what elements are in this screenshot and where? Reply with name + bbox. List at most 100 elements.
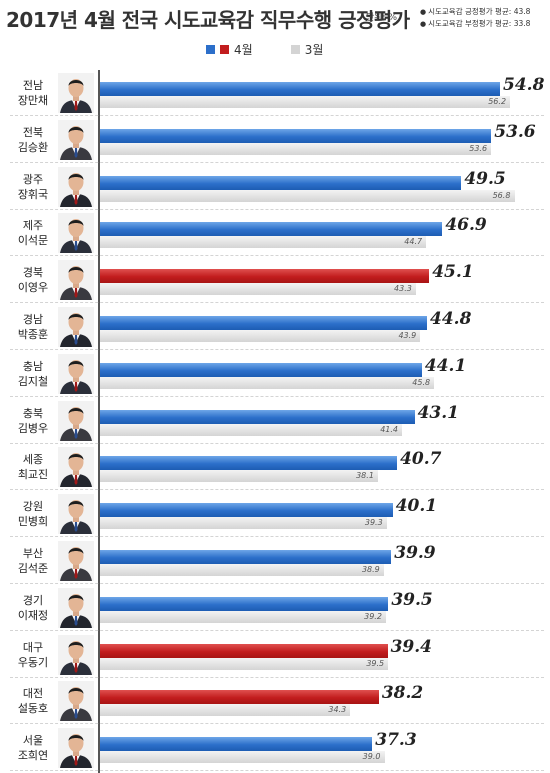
bar-march — [100, 283, 417, 296]
bar-march — [100, 96, 511, 108]
value-label-march: 43.9 — [398, 331, 417, 340]
person-name-label: 설동호 — [17, 702, 49, 716]
legend-swatch-cur — [206, 44, 215, 54]
legend-label-prev: 3월 — [304, 42, 324, 57]
bar-april — [100, 503, 393, 518]
unit-label: 단위: % — [366, 13, 398, 23]
chart-row: 대전 설동호 38.2 34.3 — [0, 678, 550, 725]
portrait-photo — [58, 400, 94, 441]
value-label-april: 37.3 — [375, 730, 417, 751]
legend-label-cur: 4월 — [234, 42, 253, 57]
value-label-april: 38.2 — [381, 683, 424, 704]
value-label-april: 46.9 — [445, 215, 487, 236]
row-divider — [10, 629, 544, 631]
avg-positive-note: ● 시도교육감 긍정평가 평균: 43.8 — [420, 6, 530, 17]
region-label: 충북 — [22, 406, 44, 420]
value-label-march: 56.2 — [488, 97, 507, 106]
category-label: 세종 최교진 — [8, 448, 58, 486]
chart-row: 경북 이영우 45.1 43.3 — [0, 257, 550, 304]
y-axis-line — [98, 70, 100, 773]
category-label: 서울 조희연 — [8, 729, 58, 767]
person-name-label: 조희연 — [17, 749, 49, 763]
value-label-march: 34.3 — [328, 705, 347, 715]
chart-row: 강원 민병희 40.1 39.3 — [0, 491, 550, 538]
person-name-label: 장휘국 — [17, 187, 49, 201]
bullet-icon: ● — [420, 20, 427, 28]
portrait-photo — [58, 353, 94, 394]
value-label-april: 40.1 — [395, 496, 438, 517]
legend-item-prev: 3월 — [290, 41, 324, 58]
chart-row: 세종 최교진 40.7 38.1 — [0, 444, 550, 491]
chart-row: 서울 조희연 37.3 39.0 — [0, 725, 550, 772]
value-label-march: 38.9 — [361, 565, 380, 574]
value-label-march: 43.3 — [394, 284, 412, 294]
value-label-march: 56.8 — [492, 190, 511, 200]
bar-april — [100, 175, 462, 190]
portrait-photo — [58, 119, 94, 160]
row-divider — [10, 208, 544, 210]
value-label-march: 38.1 — [356, 471, 374, 481]
chart-row: 전남 장만채 54.8 56.2 — [0, 70, 550, 116]
value-label-april: 53.6 — [494, 121, 536, 142]
chart-row: 경남 박종훈 44.8 43.9 — [0, 304, 550, 350]
chart-title: 2017년 4월 전국 시도교육감 직무수행 긍정평가 — [6, 8, 410, 32]
value-label-march: 39.2 — [364, 611, 382, 621]
value-label-march: 41.4 — [380, 424, 398, 434]
row-divider — [10, 723, 544, 725]
value-label-april: 43.1 — [417, 402, 459, 423]
row-divider — [10, 255, 544, 257]
person-name-label: 김석준 — [17, 562, 49, 575]
bar-april — [100, 222, 443, 237]
region-label: 경북 — [22, 266, 44, 280]
row-divider — [10, 583, 544, 584]
region-label: 부산 — [22, 547, 44, 560]
row-divider — [10, 442, 544, 444]
portrait-photo — [58, 728, 94, 769]
portrait-photo — [58, 166, 94, 207]
row-divider — [10, 395, 544, 397]
bar-april — [100, 362, 422, 377]
bar-april — [100, 269, 430, 284]
category-label: 전남 장만채 — [8, 74, 58, 112]
chart-row: 대구 우동기 39.4 39.5 — [0, 632, 550, 678]
row-divider — [10, 770, 544, 772]
category-label: 충북 김병우 — [8, 402, 58, 440]
portrait-photo — [58, 541, 94, 581]
value-label-march: 45.8 — [412, 377, 431, 387]
bar-april — [100, 690, 379, 705]
region-label: 서울 — [22, 734, 44, 748]
bar-april — [100, 456, 398, 471]
portrait-photo — [58, 260, 94, 301]
category-label: 강원 민병희 — [8, 495, 58, 533]
person-name-label: 박종훈 — [17, 328, 49, 341]
chart-header: 2017년 4월 전국 시도교육감 직무수행 긍정평가 단위: % ● 시도교육감… — [0, 0, 550, 40]
category-label: 충남 김지철 — [8, 355, 58, 393]
value-label-april: 44.1 — [424, 355, 467, 376]
bar-march — [100, 376, 435, 389]
region-label: 전북 — [22, 125, 44, 139]
avg-negative-note: ● 시도교육감 부정평가 평균: 33.8 — [420, 18, 530, 29]
value-label-april: 45.1 — [432, 262, 474, 283]
avg-negative-text: 시도교육감 부정평가 평균: 33.8 — [428, 19, 531, 28]
bar-chart: 전남 장만채 54.8 56.2 전북 김승환 53.6 53.6 광주 장휘국 49.5 56.8 제… — [0, 70, 550, 773]
bar-march — [100, 751, 385, 764]
bar-april — [100, 82, 500, 96]
portrait-photo — [58, 73, 94, 113]
portrait-photo — [58, 213, 94, 254]
bar-march — [100, 236, 427, 249]
legend: 4월 3월 — [206, 38, 361, 60]
legend-swatch-cur-red — [220, 44, 229, 54]
person-name-label: 이석문 — [17, 234, 49, 248]
value-label-april: 39.9 — [394, 543, 436, 563]
bar-april — [100, 550, 392, 564]
row-divider — [10, 489, 544, 491]
person-name-label: 김병우 — [17, 421, 49, 435]
region-label: 대구 — [22, 640, 44, 654]
bar-march — [100, 610, 387, 623]
person-name-label: 이영우 — [17, 281, 49, 295]
value-label-april: 39.4 — [390, 636, 432, 657]
bar-april — [100, 128, 492, 143]
bar-april — [100, 409, 415, 424]
